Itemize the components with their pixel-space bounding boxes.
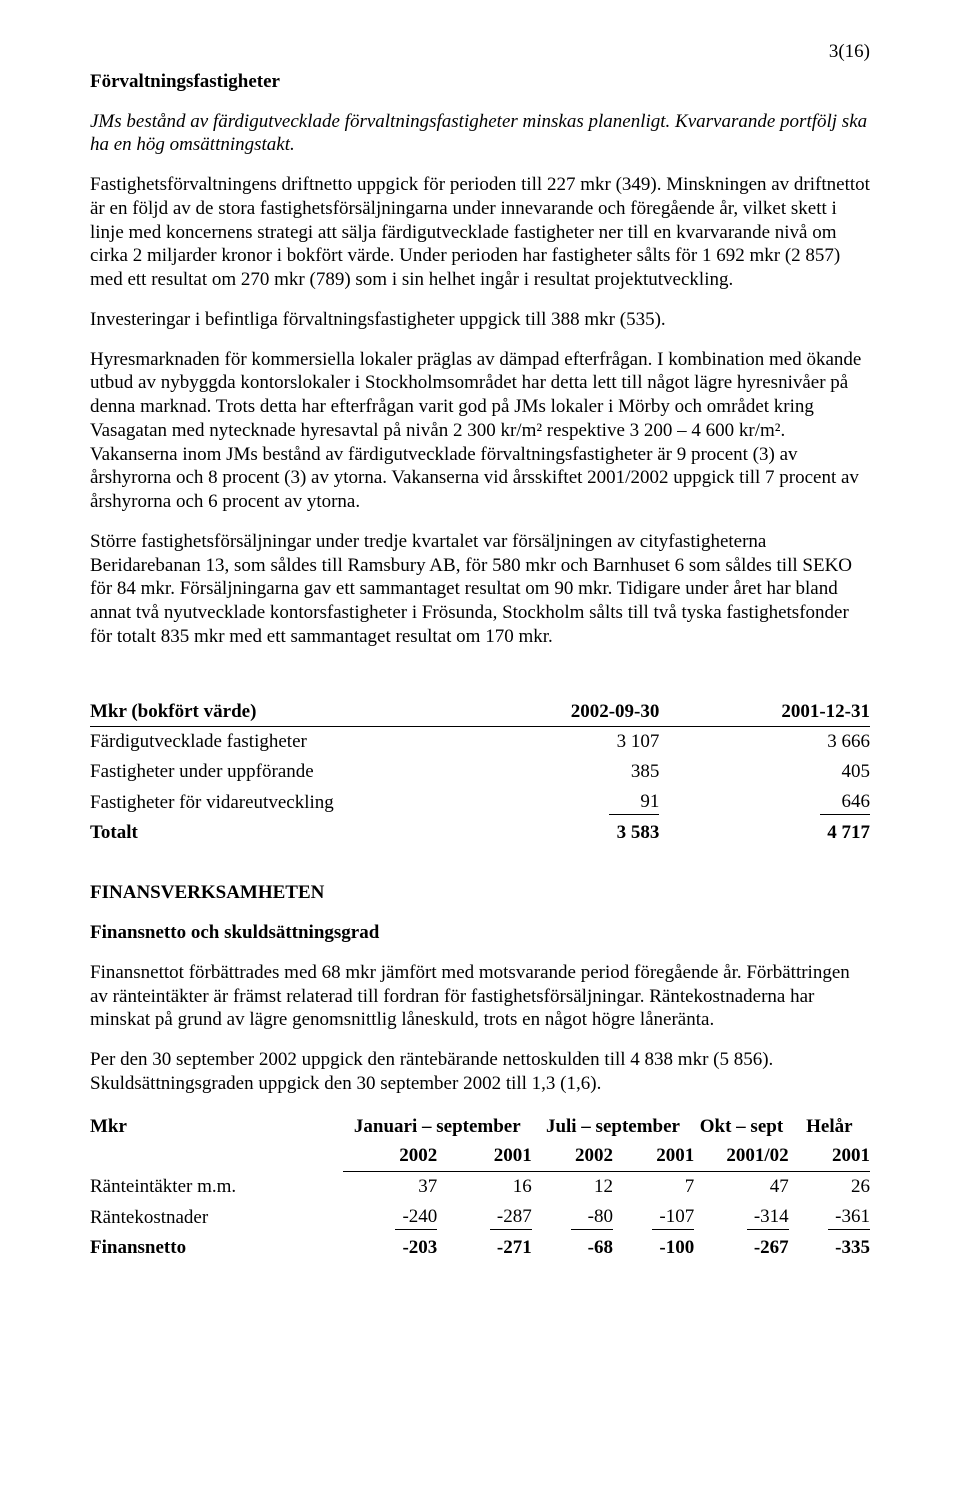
table-cell-value: 646 [820, 790, 870, 815]
table-cell-value: 91 [609, 790, 659, 815]
table-cell-value: 7 [613, 1172, 694, 1202]
table-cell-label: Fastigheter under uppförande [90, 757, 449, 787]
body-paragraph: Hyresmarknaden för kommersiella lokaler … [90, 348, 870, 514]
body-paragraph: Större fastighetsförsäljningar under tre… [90, 530, 870, 649]
table-header-year: 2002 [532, 1141, 613, 1171]
table-cell-label: Ränteintäkter m.m. [90, 1172, 343, 1202]
table-cell-label: Färdigutvecklade fastigheter [90, 727, 449, 757]
table-cell-label: Fastigheter för vidareutveckling [90, 787, 449, 818]
table-header-group: Juli – september [532, 1112, 695, 1142]
table-cell-value: 3 666 [659, 727, 870, 757]
table-header-group: Okt – sept [694, 1112, 788, 1142]
table-total-value: 4 717 [659, 818, 870, 848]
table-header-year: 2002 [343, 1141, 437, 1171]
table-cell-value: 26 [789, 1172, 870, 1202]
table-header-col: 2001-12-31 [659, 697, 870, 727]
table-total-value: -100 [613, 1233, 694, 1263]
table-total-row: Totalt 3 583 4 717 [90, 818, 870, 848]
table-total-value: -335 [789, 1233, 870, 1263]
table-cell-value: -80 [571, 1205, 613, 1230]
page: 3(16) Förvaltningsfastigheter JMs bestån… [0, 0, 960, 1332]
table-header-label: Mkr (bokfört värde) [90, 697, 449, 727]
table-total-value: -203 [343, 1233, 437, 1263]
table-cell-value: 16 [437, 1172, 531, 1202]
table-cell-value: 3 107 [449, 727, 660, 757]
table-header-year: 2001 [437, 1141, 531, 1171]
table-cell-value: 37 [343, 1172, 437, 1202]
table-cell-label: Räntekostnader [90, 1202, 343, 1233]
table-total-value: -267 [694, 1233, 788, 1263]
table-header-group: Helår [789, 1112, 870, 1142]
table-header-year: 2001 [613, 1141, 694, 1171]
table-cell-value: 405 [659, 757, 870, 787]
finansnetto-table: Mkr Januari – september Juli – september… [90, 1112, 870, 1263]
body-paragraph: Finansnettot förbättrades med 68 mkr jäm… [90, 961, 870, 1032]
section-heading-finans: FINANSVERKSAMHETEN [90, 881, 870, 905]
table-cell-value: -107 [652, 1205, 694, 1230]
table-header-group: Januari – september [343, 1112, 532, 1142]
table-total-value: -271 [437, 1233, 531, 1263]
table-total-row: Finansnetto -203 -271 -68 -100 -267 -335 [90, 1233, 870, 1263]
body-paragraph: Per den 30 september 2002 uppgick den rä… [90, 1048, 870, 1096]
subsection-heading-finansnetto: Finansnetto och skuldsättningsgrad [90, 921, 870, 945]
table-header-col: 2002-09-30 [449, 697, 660, 727]
section-heading-forvaltning: Förvaltningsfastigheter [90, 70, 870, 94]
table-row: Fastigheter för vidareutveckling 91 646 [90, 787, 870, 818]
table-row: Fastigheter under uppförande 385 405 [90, 757, 870, 787]
table-total-value: 3 583 [449, 818, 660, 848]
table-total-label: Totalt [90, 818, 449, 848]
table-cell-value: 385 [449, 757, 660, 787]
page-number: 3(16) [90, 40, 870, 64]
table-header-year: 2001 [789, 1141, 870, 1171]
table-cell-value: -287 [490, 1205, 532, 1230]
table-cell-value: -361 [828, 1205, 870, 1230]
intro-paragraph: JMs bestånd av färdigutvecklade förvaltn… [90, 110, 870, 158]
table-cell-value: 12 [532, 1172, 613, 1202]
book-value-table: Mkr (bokfört värde) 2002-09-30 2001-12-3… [90, 697, 870, 848]
table-row: Räntekostnader -240 -287 -80 -107 -314 -… [90, 1202, 870, 1233]
table-row: Ränteintäkter m.m. 37 16 12 7 47 26 [90, 1172, 870, 1202]
table-header-label: Mkr [90, 1112, 343, 1172]
table-total-value: -68 [532, 1233, 613, 1263]
table-row: Färdigutvecklade fastigheter 3 107 3 666 [90, 727, 870, 757]
body-paragraph: Fastighetsförvaltningens driftnetto uppg… [90, 173, 870, 292]
table-cell-value: 47 [694, 1172, 788, 1202]
table-total-label: Finansnetto [90, 1233, 343, 1263]
table-cell-value: -240 [395, 1205, 437, 1230]
body-paragraph: Investeringar i befintliga förvaltningsf… [90, 308, 870, 332]
table-cell-value: -314 [747, 1205, 789, 1230]
table-header-year: 2001/02 [694, 1141, 788, 1171]
